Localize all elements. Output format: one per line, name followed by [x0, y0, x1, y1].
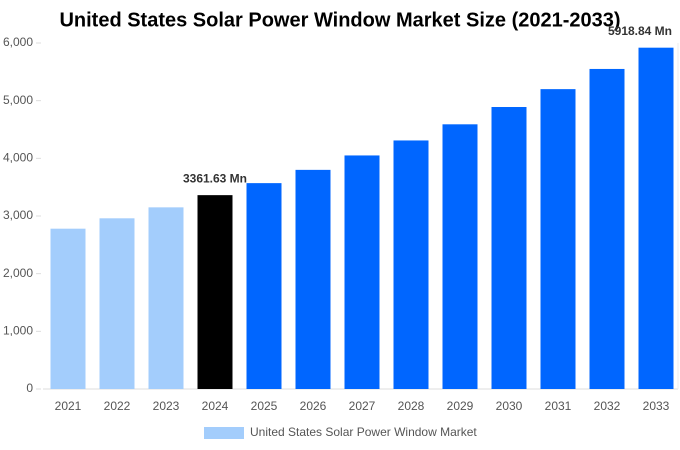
bar: [148, 207, 184, 389]
bar: [442, 124, 478, 389]
bar: [50, 228, 86, 389]
legend-label: United States Solar Power Window Market: [250, 425, 477, 439]
x-tick-label: 2023: [153, 399, 180, 413]
x-tick-label: 2030: [496, 399, 523, 413]
x-tick-label: 2028: [398, 399, 425, 413]
x-tick-label: 2026: [300, 399, 327, 413]
chart-title: United States Solar Power Window Market …: [59, 9, 620, 31]
bar: [393, 140, 429, 389]
bar: [295, 169, 331, 389]
bar: [99, 218, 135, 389]
bar: [344, 155, 380, 389]
bar: [491, 107, 527, 389]
x-tick-label: 2032: [594, 399, 621, 413]
legend-swatch: [204, 427, 244, 439]
y-tick-label: 6,000: [3, 35, 33, 49]
bar: [197, 195, 233, 389]
y-tick-label: 0: [26, 381, 33, 395]
y-tick-label: 4,000: [3, 151, 33, 165]
x-tick-label: 2021: [55, 399, 82, 413]
x-tick-label: 2029: [447, 399, 474, 413]
x-tick-label: 2027: [349, 399, 376, 413]
x-tick-label: 2033: [643, 399, 670, 413]
x-tick-label: 2031: [545, 399, 572, 413]
y-tick-label: 5,000: [3, 93, 33, 107]
bar: [589, 68, 625, 389]
x-tick-label: 2022: [104, 399, 131, 413]
bar: [638, 47, 674, 389]
y-tick-label: 2,000: [3, 266, 33, 280]
y-tick-label: 3,000: [3, 208, 33, 222]
bar: [540, 89, 576, 389]
x-tick-label: 2025: [251, 399, 278, 413]
y-tick-label: 1,000: [3, 324, 33, 338]
bar: [246, 183, 282, 389]
x-tick-label: 2024: [202, 399, 229, 413]
value-label: 5918.84 Mn: [608, 24, 672, 38]
value-label: 3361.63 Mn: [183, 171, 247, 185]
